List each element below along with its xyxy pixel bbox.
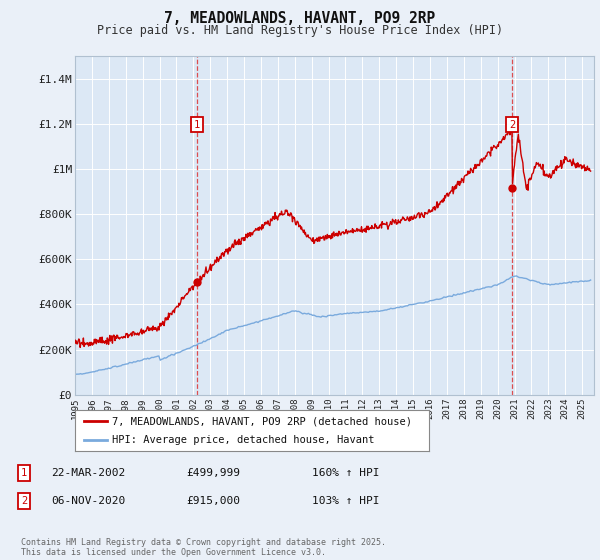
Text: Contains HM Land Registry data © Crown copyright and database right 2025.
This d: Contains HM Land Registry data © Crown c… <box>21 538 386 557</box>
Text: 7, MEADOWLANDS, HAVANT, PO9 2RP: 7, MEADOWLANDS, HAVANT, PO9 2RP <box>164 11 436 26</box>
Text: 2: 2 <box>509 120 515 130</box>
Text: Price paid vs. HM Land Registry's House Price Index (HPI): Price paid vs. HM Land Registry's House … <box>97 24 503 36</box>
Text: 1: 1 <box>194 120 200 130</box>
Text: 7, MEADOWLANDS, HAVANT, PO9 2RP (detached house): 7, MEADOWLANDS, HAVANT, PO9 2RP (detache… <box>112 417 412 426</box>
Text: 06-NOV-2020: 06-NOV-2020 <box>51 496 125 506</box>
Text: HPI: Average price, detached house, Havant: HPI: Average price, detached house, Hava… <box>112 435 374 445</box>
Text: 103% ↑ HPI: 103% ↑ HPI <box>312 496 380 506</box>
Text: 22-MAR-2002: 22-MAR-2002 <box>51 468 125 478</box>
Text: £915,000: £915,000 <box>186 496 240 506</box>
Text: 2: 2 <box>21 496 27 506</box>
Text: 1: 1 <box>21 468 27 478</box>
Text: 160% ↑ HPI: 160% ↑ HPI <box>312 468 380 478</box>
Text: £499,999: £499,999 <box>186 468 240 478</box>
